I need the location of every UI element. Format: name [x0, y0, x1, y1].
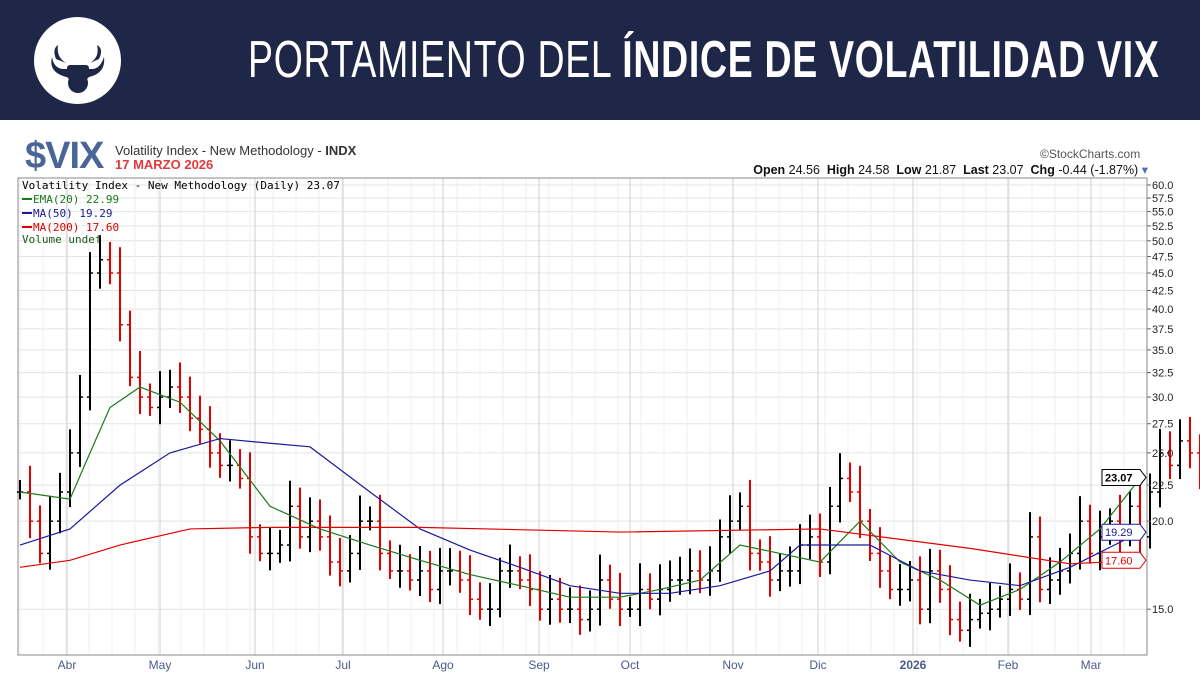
- ohlc-summary: Open 24.56 High 24.58 Low 21.87 Last 23.…: [753, 162, 1148, 177]
- last-value-tags: 23.07 19.29 17.60: [1101, 468, 1147, 569]
- x-tick-label: 2026: [900, 658, 927, 672]
- y-tick-label: 57.5: [1152, 193, 1173, 205]
- logo: [34, 17, 121, 104]
- open-value: 24.56: [788, 163, 820, 177]
- ma50-value-label: 19.29: [1105, 527, 1133, 539]
- y-tick-label: 22.5: [1152, 480, 1173, 492]
- y-tick-label: 30.0: [1152, 392, 1173, 404]
- high-value: 24.58: [858, 163, 890, 177]
- x-tick-label: Jun: [245, 658, 264, 672]
- open-label: Open: [753, 163, 786, 177]
- y-tick-label: 50.0: [1152, 236, 1173, 248]
- y-tick-label: 15.0: [1152, 604, 1173, 616]
- last-value: 23.07: [992, 163, 1024, 177]
- bull-fist-icon: [51, 45, 105, 93]
- x-tick-label: Ago: [432, 658, 454, 672]
- y-tick-label: 27.5: [1152, 419, 1173, 431]
- legend-main: Volatility Index - New Methodology (Dail…: [22, 179, 340, 192]
- ema-swatch: [22, 198, 32, 200]
- grid: [18, 178, 1148, 655]
- ma-200-line: [19, 526, 1141, 568]
- title-light: PORTAMIENTO DEL: [248, 31, 623, 89]
- y-axis: 60.057.5 55.0 52.5 50.0 47.5 45.0 42.5 40.0 37.5…: [1147, 180, 1173, 616]
- y-tick-label: 37.5: [1152, 324, 1173, 336]
- ma200-value-tag: [1101, 551, 1147, 569]
- x-tick-label: Nov: [722, 658, 743, 672]
- y-tick-label: 60.0: [1152, 180, 1173, 192]
- y-tick-label: 52.5: [1152, 221, 1173, 233]
- page-title: PORTAMIENTO DEL ÍNDICE DE VOLATILIDAD VI…: [248, 30, 1160, 90]
- y-tick-label: 40.0: [1152, 304, 1173, 316]
- y-tick-label: 55.0: [1152, 207, 1173, 219]
- y-tick-label: 32.5: [1152, 368, 1173, 380]
- change-value: -0.44 (-1.87%): [1058, 163, 1139, 177]
- y-tick-label: 47.5: [1152, 251, 1173, 263]
- low-value: 21.87: [924, 163, 957, 177]
- y-tick-label: 25.0: [1152, 448, 1173, 460]
- header-banner: PORTAMIENTO DEL ÍNDICE DE VOLATILIDAD VI…: [0, 0, 1200, 120]
- low-label: Low: [896, 163, 922, 177]
- x-tick-label: May: [149, 658, 172, 672]
- exchange: INDX: [325, 143, 357, 158]
- ma200-swatch: [22, 226, 32, 228]
- y-tick-label: 20.0: [1152, 516, 1173, 528]
- last-price-tag: [1101, 468, 1147, 486]
- change-label: Chg: [1030, 163, 1055, 177]
- y-tick-label: 42.5: [1152, 286, 1173, 298]
- x-tick-label: Dic: [809, 658, 826, 672]
- title-bold: ÍNDICE DE VOLATILIDAD VIX: [622, 31, 1160, 89]
- description-text: Volatility Index - New Methodology -: [115, 143, 326, 158]
- ticker-description: Volatility Index - New Methodology - IND…: [115, 143, 356, 158]
- ema-20-line: [19, 386, 1141, 606]
- chart-date: 17 MARZO 2026: [115, 157, 214, 172]
- x-axis: Abr May Jun Jul Ago Sep Oct Nov Dic 2026 Feb Mar: [58, 658, 1102, 672]
- legend-ma50: MA(50) 19.29: [33, 207, 112, 220]
- y-tick-label: 35.0: [1152, 345, 1173, 357]
- last-price-label: 23.07: [1105, 472, 1133, 484]
- x-tick-label: Abr: [58, 658, 77, 672]
- x-tick-label: Mar: [1081, 658, 1102, 672]
- ma-50-line: [19, 437, 1141, 594]
- x-tick-label: Jul: [335, 658, 350, 672]
- plot-frame: [17, 177, 1148, 656]
- dropdown-icon[interactable]: ▾: [1141, 163, 1148, 177]
- legend-ma200: MA(200) 17.60: [33, 221, 119, 234]
- x-tick-label: Oct: [621, 658, 640, 672]
- legend-ema: EMA(20) 22.99: [33, 193, 119, 206]
- last-label: Last: [963, 163, 989, 177]
- chart-marks: [17, 235, 1200, 647]
- ma200-value-label: 17.60: [1105, 555, 1133, 567]
- ma50-swatch: [22, 212, 32, 214]
- legend-volume: Volume undef: [22, 233, 101, 246]
- y-tick-label: 45.0: [1152, 268, 1173, 280]
- legend: Volatility Index - New Methodology (Dail…: [22, 179, 340, 246]
- x-tick-label: Feb: [998, 658, 1019, 672]
- source-credit[interactable]: ©StockCharts.com: [1040, 147, 1141, 161]
- high-label: High: [826, 163, 855, 177]
- x-tick-label: Sep: [528, 658, 550, 672]
- ma50-value-tag: [1101, 523, 1147, 541]
- ticker-symbol: $VIX: [25, 135, 104, 177]
